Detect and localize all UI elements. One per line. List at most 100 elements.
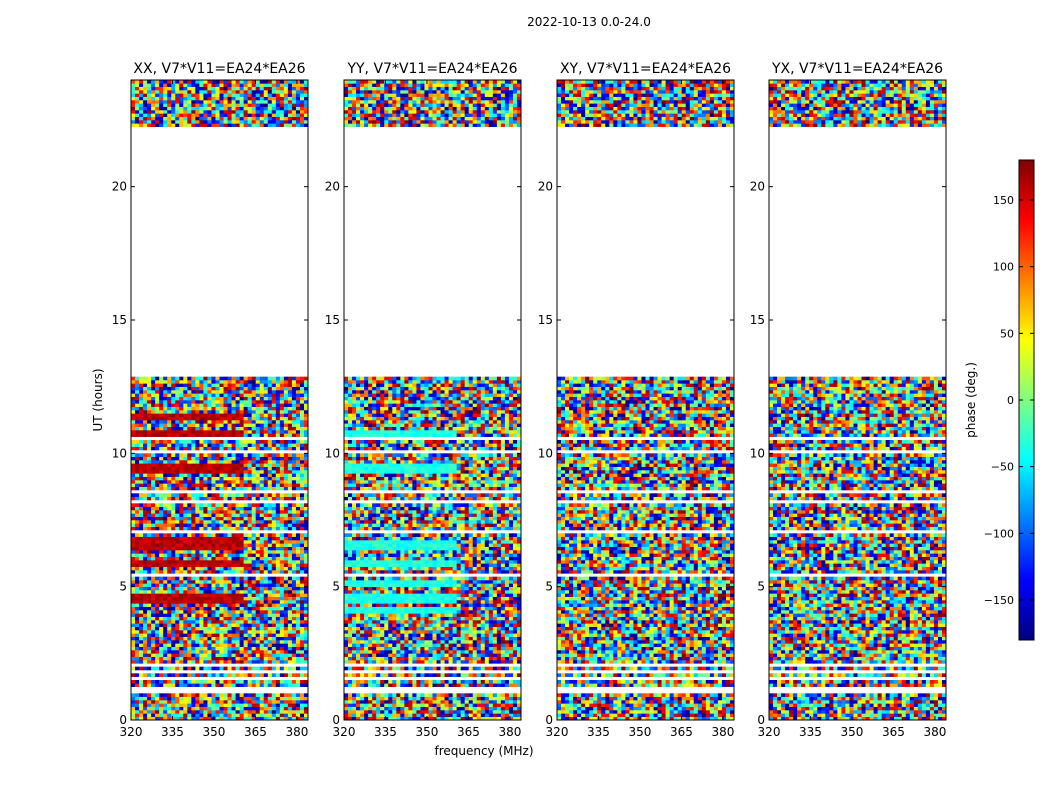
heatmap-cell	[247, 503, 252, 507]
heatmap-cell	[139, 673, 144, 677]
heatmap-cell	[155, 470, 160, 474]
heatmap-cell	[291, 650, 297, 654]
heatmap-cell	[251, 533, 256, 537]
heatmap-cell	[303, 643, 309, 647]
heatmap-cell	[155, 386, 160, 391]
heatmap-cell	[147, 570, 152, 574]
heatmap-cell	[464, 696, 469, 701]
heatmap-cell	[215, 520, 220, 524]
heatmap-cell	[199, 493, 204, 497]
heatmap-cell	[247, 523, 252, 527]
heatmap-cell	[231, 553, 236, 557]
heatmap-cell	[223, 593, 228, 597]
heatmap-cell	[299, 526, 305, 531]
heatmap-cell	[287, 546, 293, 551]
heatmap-cell	[167, 470, 172, 474]
heatmap-cell	[243, 636, 248, 641]
heatmap-cell	[187, 413, 192, 417]
heatmap-cell	[159, 423, 164, 427]
heatmap-cell	[299, 680, 305, 684]
heatmap-cell	[191, 706, 196, 711]
heatmap-cell	[187, 556, 192, 561]
heatmap-cell	[215, 563, 220, 567]
heatmap-cell	[364, 716, 369, 721]
heatmap-cell	[219, 90, 224, 94]
heatmap-cell	[203, 523, 208, 527]
heatmap-cell	[179, 696, 184, 701]
heatmap-cell	[263, 523, 269, 527]
heatmap-cell	[283, 513, 289, 517]
heatmap-cell	[376, 703, 381, 707]
heatmap-cell	[267, 400, 273, 404]
heatmap-cell	[187, 643, 192, 647]
heatmap-cell	[219, 463, 224, 467]
heatmap-cell	[211, 473, 216, 477]
heatmap-cell	[299, 606, 305, 611]
heatmap-cell	[187, 400, 192, 404]
heatmap-cell	[235, 680, 240, 684]
heatmap-cell	[179, 486, 184, 491]
heatmap-cell	[283, 610, 289, 614]
heatmap-cell	[187, 376, 192, 381]
heatmap-cell	[175, 83, 180, 87]
heatmap-cell	[195, 580, 200, 584]
heatmap-cell	[271, 523, 277, 527]
heatmap-cell	[303, 396, 309, 401]
heatmap-cell	[283, 703, 289, 707]
heatmap-cell	[267, 410, 273, 414]
heatmap-cell	[380, 710, 385, 714]
heatmap-cell	[187, 483, 192, 487]
heatmap-cell	[199, 516, 204, 521]
heatmap-cell	[299, 626, 305, 631]
heatmap-cell	[155, 393, 160, 397]
heatmap-cell	[183, 96, 188, 101]
heatmap-cell	[183, 80, 188, 84]
heatmap-cell	[199, 510, 204, 514]
heatmap-cell	[251, 80, 256, 84]
heatmap-cell	[259, 410, 265, 414]
heatmap-cell	[243, 703, 248, 707]
heatmap-cell	[239, 473, 244, 477]
heatmap-cell	[251, 710, 256, 714]
heatmap-cell	[356, 696, 361, 701]
heatmap-cell	[279, 493, 285, 497]
heatmap-cell	[227, 113, 232, 117]
heatmap-cell	[295, 673, 301, 677]
heatmap-cell	[239, 433, 244, 437]
heatmap-cell	[151, 613, 156, 617]
heatmap-cell	[255, 446, 261, 451]
heatmap-cell	[360, 700, 365, 704]
heatmap-cell	[247, 660, 252, 664]
heatmap-cell	[291, 553, 297, 557]
heatmap-cell	[159, 533, 164, 537]
heatmap-cell	[199, 613, 204, 617]
heatmap-cell	[211, 513, 216, 517]
heatmap-cell	[243, 596, 248, 601]
heatmap-cell	[303, 653, 309, 657]
heatmap-cell	[255, 583, 261, 587]
heatmap-cell	[287, 106, 293, 111]
heatmap-cell	[219, 570, 224, 574]
heatmap-cell	[203, 483, 208, 487]
heatmap-cell	[235, 576, 240, 581]
heatmap-cell	[255, 526, 261, 531]
heatmap-cell	[231, 616, 236, 621]
heatmap-cell	[267, 113, 273, 117]
heatmap-cell	[243, 526, 248, 531]
heatmap-cell	[267, 576, 273, 581]
heatmap-cell	[147, 440, 152, 444]
heatmap-cell	[199, 506, 204, 511]
heatmap-cell	[203, 520, 208, 524]
heatmap-cell	[215, 543, 220, 547]
heatmap-cell	[183, 420, 188, 424]
heatmap-cell	[287, 90, 293, 94]
heatmap-cell	[203, 386, 208, 391]
heatmap-cell	[167, 106, 172, 111]
heatmap-cell	[231, 446, 236, 451]
heatmap-cell	[263, 533, 269, 537]
heatmap-cell	[151, 383, 156, 387]
heatmap-cell	[235, 410, 240, 414]
heatmap-cell	[187, 580, 192, 584]
heatmap-cell	[151, 636, 156, 641]
heatmap-cell	[227, 376, 232, 381]
